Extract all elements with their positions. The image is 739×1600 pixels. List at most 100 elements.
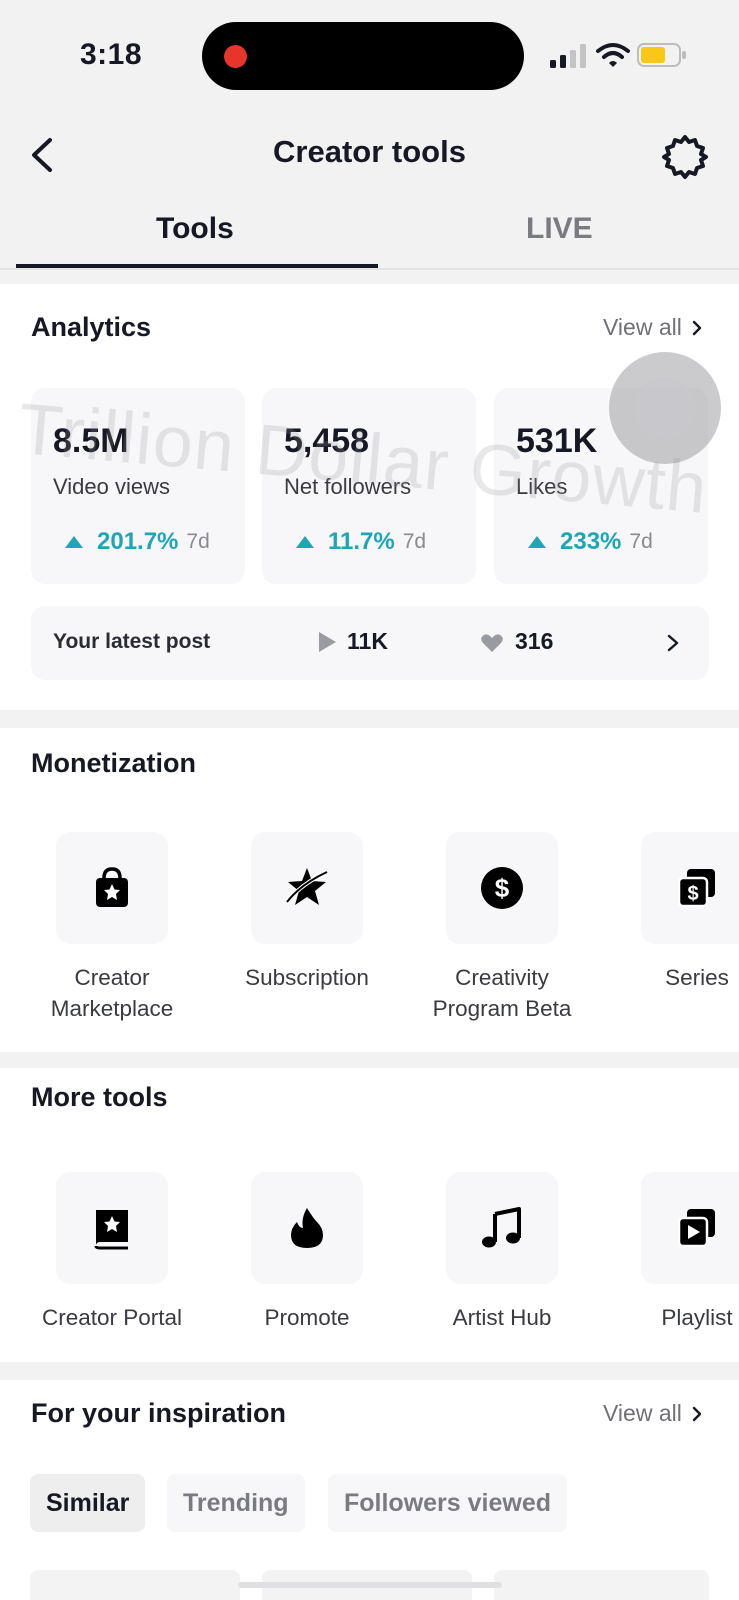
heart-icon bbox=[481, 634, 503, 652]
monetization-title: Monetization bbox=[31, 748, 196, 778]
change-period: 7d bbox=[402, 530, 427, 553]
tab-tools[interactable]: Tools bbox=[156, 212, 234, 245]
stat-card-net-followers[interactable]: 5,458 Net followers 11.7% 7d bbox=[262, 388, 476, 584]
tool-label: Artist Hub bbox=[452, 1305, 552, 1330]
tool-label-line1: Creator bbox=[74, 965, 150, 990]
stat-label: Video views bbox=[53, 474, 170, 499]
inspiration-title: For your inspiration bbox=[31, 1398, 287, 1428]
chevron-right-icon bbox=[692, 1406, 702, 1421]
tool-icon-box bbox=[56, 832, 168, 944]
tool-playlist[interactable]: Playlist bbox=[602, 1172, 739, 1333]
stat-change: 201.7% 7d bbox=[65, 528, 210, 556]
tool-icon-box: $ bbox=[446, 832, 558, 944]
inspiration-section: For your inspiration View all Similar Tr… bbox=[0, 1380, 739, 1600]
playlist-icon bbox=[677, 1209, 715, 1248]
status-bar: 3:18 bbox=[0, 0, 739, 110]
inspiration-thumbnail[interactable] bbox=[494, 1570, 709, 1600]
chevron-right-icon bbox=[667, 634, 679, 652]
change-value: 233% bbox=[560, 528, 622, 555]
home-indicator[interactable] bbox=[238, 1582, 502, 1588]
book-star-icon bbox=[94, 1210, 128, 1250]
recording-indicator-icon bbox=[224, 45, 247, 68]
tool-icon-box: $ bbox=[641, 832, 739, 944]
tool-icon-box bbox=[641, 1172, 739, 1284]
tool-label: Series bbox=[602, 962, 739, 993]
latest-post-row[interactable]: Your latest post 11K 316 bbox=[31, 606, 709, 680]
monetization-section: Monetization Creator Marketplace Subscri… bbox=[0, 728, 739, 1052]
tool-creator-portal[interactable]: Creator Portal bbox=[17, 1172, 207, 1333]
tool-subscription[interactable]: Subscription bbox=[212, 832, 402, 993]
status-time: 3:18 bbox=[80, 38, 143, 71]
trend-up-icon bbox=[65, 536, 83, 548]
stat-label: Likes bbox=[516, 474, 568, 499]
tool-icon-box bbox=[446, 1172, 558, 1284]
tab-indicator bbox=[16, 264, 378, 268]
tool-label-line2: Program Beta bbox=[432, 996, 572, 1021]
trend-up-icon bbox=[296, 536, 314, 548]
tool-label-line1: Subscription bbox=[245, 965, 369, 990]
stat-value: 531K bbox=[516, 422, 598, 460]
inspiration-view-all-link[interactable]: View all bbox=[603, 1400, 702, 1427]
tab-live[interactable]: LIVE bbox=[526, 212, 593, 245]
chip-followers-viewed[interactable]: Followers viewed bbox=[328, 1474, 568, 1532]
chevron-right-icon bbox=[692, 320, 702, 335]
chip-trending[interactable]: Trending bbox=[167, 1474, 305, 1532]
tool-icon-box bbox=[251, 1172, 363, 1284]
change-period: 7d bbox=[629, 530, 653, 553]
cellular-signal-icon bbox=[550, 44, 586, 68]
inspiration-thumbnail[interactable] bbox=[30, 1570, 240, 1600]
svg-text:$: $ bbox=[495, 873, 510, 903]
tool-label: Promote bbox=[264, 1305, 350, 1330]
latest-post-views: 11K bbox=[347, 628, 388, 654]
tool-icon-box bbox=[56, 1172, 168, 1284]
stat-label: Net followers bbox=[284, 474, 412, 499]
tool-promote[interactable]: Promote bbox=[212, 1172, 402, 1333]
wifi-icon bbox=[596, 43, 630, 67]
tool-artist-hub[interactable]: Artist Hub bbox=[407, 1172, 597, 1333]
more-tools-title: More tools bbox=[31, 1082, 168, 1112]
battery-icon bbox=[637, 43, 686, 67]
star-orbit-icon bbox=[285, 868, 328, 905]
settings-gear-icon[interactable] bbox=[660, 132, 710, 182]
touch-indicator-center bbox=[635, 378, 695, 438]
change-value: 201.7% bbox=[97, 528, 179, 555]
dynamic-island bbox=[202, 22, 524, 90]
tab-bar: Tools LIVE bbox=[0, 200, 739, 270]
stat-card-video-views[interactable]: 8.5M Video views 201.7% 7d bbox=[31, 388, 245, 584]
analytics-section: Analytics View all 8.5M Video views 201.… bbox=[0, 284, 739, 710]
more-tools-section: More tools Creator Portal Promote bbox=[0, 1068, 739, 1362]
dollar-circle-icon: $ bbox=[481, 867, 523, 909]
svg-text:$: $ bbox=[687, 883, 698, 905]
stat-value: 5,458 bbox=[284, 422, 370, 460]
music-note-icon bbox=[482, 1207, 521, 1248]
flame-icon bbox=[291, 1208, 323, 1248]
tool-label: Playlist bbox=[661, 1305, 733, 1330]
page-title: Creator tools bbox=[273, 134, 466, 169]
stat-value: 8.5M bbox=[53, 422, 129, 460]
tool-label: Subscription bbox=[212, 962, 402, 993]
latest-post-likes: 316 bbox=[515, 628, 554, 654]
tool-icon-box bbox=[251, 832, 363, 944]
back-button[interactable] bbox=[26, 132, 62, 178]
change-value: 11.7% bbox=[328, 528, 395, 555]
play-icon bbox=[319, 632, 336, 652]
analytics-view-all-link[interactable]: View all bbox=[603, 314, 702, 341]
analytics-title: Analytics bbox=[31, 312, 152, 342]
tool-label: Creator Marketplace bbox=[17, 962, 207, 1024]
tool-creator-marketplace[interactable]: Creator Marketplace bbox=[17, 832, 207, 1024]
touch-indicator bbox=[609, 352, 721, 464]
tool-label: Creator Portal bbox=[41, 1305, 183, 1330]
trend-up-icon bbox=[528, 536, 546, 548]
stat-change: 233% 7d bbox=[528, 528, 653, 556]
tool-label: Creativity Program Beta bbox=[407, 962, 597, 1024]
nav-header: Creator tools bbox=[0, 110, 739, 200]
chip-similar[interactable]: Similar bbox=[30, 1474, 146, 1532]
tool-creativity-program[interactable]: $ Creativity Program Beta bbox=[407, 832, 597, 1024]
tool-label-line1: Series bbox=[665, 965, 729, 990]
latest-post-label: Your latest post bbox=[53, 630, 211, 653]
tool-series[interactable]: $ Series bbox=[602, 832, 739, 993]
tool-label-line1: Creativity bbox=[455, 965, 549, 990]
tool-label-line2: Marketplace bbox=[50, 996, 174, 1021]
view-all-label: View all bbox=[603, 1400, 682, 1426]
stacked-dollar-icon: $ bbox=[677, 869, 715, 908]
